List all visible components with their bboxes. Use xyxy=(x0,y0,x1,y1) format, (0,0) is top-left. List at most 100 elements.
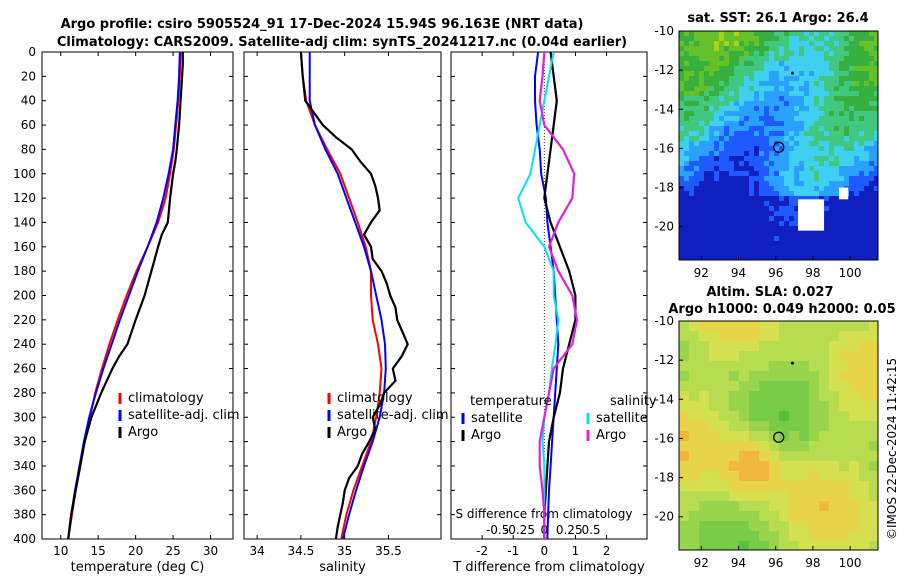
map-cell xyxy=(839,86,844,91)
map-cell xyxy=(694,31,699,36)
map-cell xyxy=(684,166,689,171)
map-cell xyxy=(699,491,709,501)
plot-frame xyxy=(243,51,442,540)
map-cell xyxy=(754,66,759,71)
map-cell xyxy=(754,156,759,161)
map-cell xyxy=(694,166,699,171)
map-cell xyxy=(849,116,854,121)
map-cell xyxy=(769,331,779,341)
legend-title-salinity: salinity xyxy=(610,394,657,409)
map-cell xyxy=(844,221,849,226)
map-cell xyxy=(824,186,829,191)
map-cell xyxy=(729,351,739,361)
map-cell xyxy=(694,66,699,71)
x-tick-label: -2 xyxy=(476,544,488,558)
map-cell xyxy=(719,181,724,186)
map-cell xyxy=(764,216,769,221)
map-cell xyxy=(744,241,749,246)
map-cell xyxy=(849,101,854,106)
map-cell xyxy=(714,36,719,41)
map-cell xyxy=(734,66,739,71)
map-cell xyxy=(759,351,769,361)
map-cell xyxy=(694,176,699,181)
map-cell xyxy=(699,126,704,131)
map-cell xyxy=(864,156,869,161)
map-cell xyxy=(859,471,869,481)
map-cell xyxy=(724,111,729,116)
map-cell xyxy=(779,56,784,61)
map-cell xyxy=(729,331,739,341)
map-cell xyxy=(859,251,864,256)
map-cell xyxy=(874,176,878,181)
map-cell xyxy=(749,186,754,191)
map-cell xyxy=(689,191,694,196)
map-cell xyxy=(814,246,819,251)
map-cell xyxy=(754,211,759,216)
map-cell xyxy=(759,196,764,201)
map-cell xyxy=(839,176,844,181)
map-cell xyxy=(839,96,844,101)
map-cell xyxy=(849,256,854,260)
map-cell xyxy=(869,521,878,531)
map-cell xyxy=(849,131,854,136)
map-cell xyxy=(849,171,854,176)
map-cell xyxy=(739,181,744,186)
map-cell xyxy=(819,236,824,241)
map-cell xyxy=(814,196,819,201)
map-cell xyxy=(819,481,829,491)
map-cell xyxy=(874,241,878,246)
map-cell xyxy=(789,196,794,201)
map-cell xyxy=(844,246,849,251)
map-cell xyxy=(724,31,729,36)
map-cell xyxy=(794,166,799,171)
map-cell xyxy=(749,391,759,401)
map-cell xyxy=(769,481,779,491)
map-cell xyxy=(829,256,834,260)
x-tick-label: 1 xyxy=(572,544,580,558)
map-cell xyxy=(789,121,794,126)
map-cell xyxy=(734,231,739,236)
map-cell xyxy=(759,341,769,351)
y-tick-label: 120 xyxy=(13,191,36,205)
map-cell xyxy=(784,56,789,61)
map-cell xyxy=(859,206,864,211)
map-cell xyxy=(749,156,754,161)
map-cell xyxy=(784,106,789,111)
map-cell xyxy=(819,421,829,431)
map-cell xyxy=(839,256,844,260)
map-cell xyxy=(734,106,739,111)
map-cell xyxy=(689,56,694,61)
map-cell xyxy=(804,251,809,256)
map-cell xyxy=(849,321,859,331)
map-cell xyxy=(739,371,749,381)
map-cell xyxy=(779,511,789,521)
map-cell xyxy=(864,256,869,260)
map-cell xyxy=(844,236,849,241)
map-cell xyxy=(689,491,699,501)
map-cell xyxy=(829,176,834,181)
map-cell xyxy=(789,211,794,216)
map-cell xyxy=(859,36,864,41)
map-cell xyxy=(874,101,878,106)
map-cell xyxy=(719,31,724,36)
map-cell xyxy=(834,36,839,41)
map-cell xyxy=(749,181,754,186)
map-cell xyxy=(709,171,714,176)
map-cell xyxy=(829,56,834,61)
map-cell xyxy=(739,241,744,246)
map-cell xyxy=(829,151,834,156)
map-cell xyxy=(849,191,854,196)
map-cell xyxy=(799,231,804,236)
map-cell xyxy=(784,226,789,231)
map-cell xyxy=(864,131,869,136)
map-cell xyxy=(864,236,869,241)
map-cell xyxy=(804,186,809,191)
map-cell xyxy=(764,206,769,211)
map-cell xyxy=(849,461,859,471)
map-cell xyxy=(834,71,839,76)
map-cell xyxy=(759,211,764,216)
map-cell xyxy=(824,166,829,171)
map-cell xyxy=(684,81,689,86)
map-cell xyxy=(799,391,809,401)
map-cell xyxy=(744,251,749,256)
